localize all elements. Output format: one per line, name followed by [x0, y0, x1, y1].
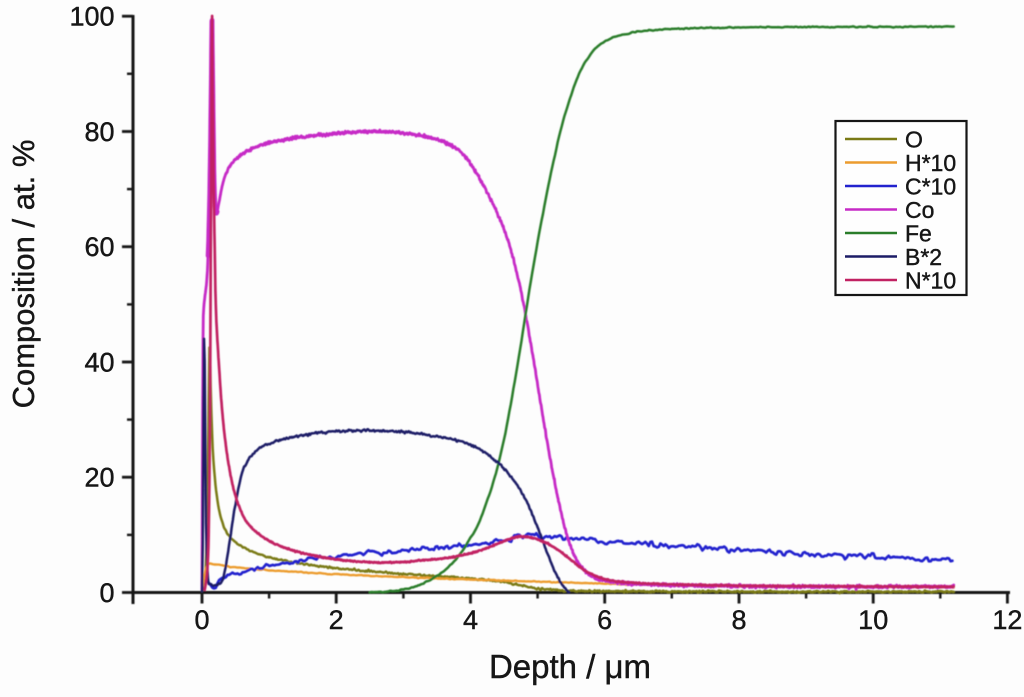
svg-text:Fe: Fe	[905, 220, 932, 246]
svg-text:H*10: H*10	[905, 150, 956, 176]
svg-text:40: 40	[84, 347, 114, 377]
svg-text:N*10: N*10	[905, 267, 956, 293]
svg-text:20: 20	[84, 463, 114, 493]
svg-text:O: O	[905, 126, 923, 152]
svg-text:12: 12	[992, 605, 1022, 635]
svg-text:100: 100	[69, 2, 114, 32]
svg-text:10: 10	[858, 605, 888, 635]
svg-text:Co: Co	[905, 197, 934, 223]
svg-text:C*10: C*10	[905, 173, 956, 199]
svg-text:2: 2	[329, 605, 344, 635]
svg-text:80: 80	[84, 117, 114, 147]
svg-text:B*2: B*2	[905, 244, 942, 270]
svg-text:60: 60	[84, 232, 114, 262]
svg-text:Composition / at. %: Composition / at. %	[6, 140, 41, 409]
svg-text:Depth / μm: Depth / μm	[489, 648, 651, 685]
svg-text:0: 0	[99, 578, 114, 608]
svg-text:6: 6	[597, 605, 612, 635]
svg-text:4: 4	[463, 605, 478, 635]
svg-text:8: 8	[731, 605, 746, 635]
svg-text:0: 0	[194, 605, 209, 635]
